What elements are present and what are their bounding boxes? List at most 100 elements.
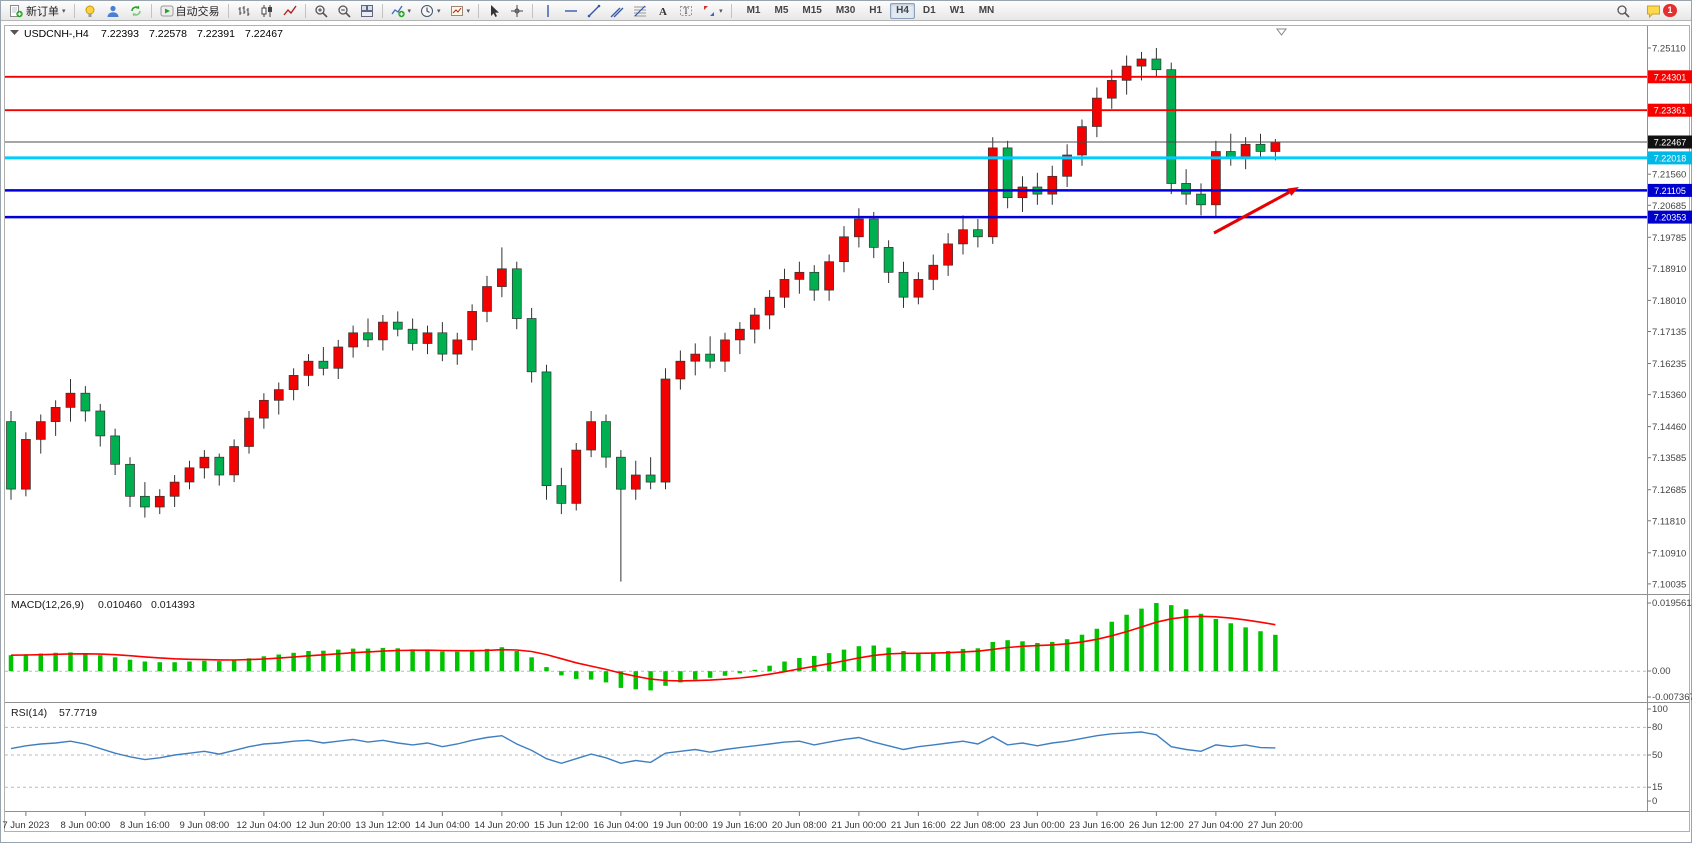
time-axis-label: 8 Jun 16:00 <box>120 820 170 831</box>
cursor-button[interactable] <box>483 2 505 20</box>
hline-objects-layer[interactable]: 7.24301 7.23361 7.22467 7.22018 7.21105 7.203… <box>5 70 1692 224</box>
community-icon <box>129 4 143 18</box>
price-axis[interactable]: 7.25110 7.21560 7.20685 7.19785 7.18910 7.180… <box>1647 44 1686 591</box>
periods-icon <box>420 4 434 18</box>
zoom-out-button[interactable] <box>333 2 355 20</box>
candle-body <box>586 421 596 451</box>
horizontal-line-button[interactable] <box>560 2 582 20</box>
line-chart-icon <box>282 4 297 18</box>
zoom-in-button[interactable] <box>310 2 332 20</box>
candles-layer[interactable] <box>6 48 1281 582</box>
annotation-arrow-head <box>1287 187 1299 196</box>
notifications-button[interactable]: 1 <box>1642 2 1681 20</box>
candle-body <box>110 435 120 465</box>
notification-badge: 1 <box>1663 4 1677 17</box>
chart-collapse-icon[interactable] <box>10 30 19 35</box>
bar-chart-button[interactable] <box>233 2 255 20</box>
timeframe-mn-button[interactable]: MN <box>973 3 1001 19</box>
periods-button[interactable]: ▾ <box>416 2 445 20</box>
auto-trading-button[interactable]: 自动交易 <box>156 2 224 20</box>
price-tag-label: 7.21105 <box>1654 186 1686 196</box>
candle-body <box>1077 126 1087 156</box>
candle-body <box>259 399 269 419</box>
time-axis-label: 15 Jun 12:00 <box>534 820 589 831</box>
price-tag <box>1648 151 1692 165</box>
crosshair-button[interactable] <box>506 2 528 20</box>
candle-body <box>437 332 448 355</box>
profile-button[interactable] <box>102 2 124 20</box>
rsi-label: RSI(14) <box>11 707 47 719</box>
templates-button[interactable]: ▾ <box>446 2 475 20</box>
indicators-button[interactable]: ▾ <box>387 2 416 20</box>
community-button[interactable] <box>125 2 147 20</box>
arrows-icon <box>702 4 716 18</box>
chart-window[interactable]: 7.24301 7.23361 7.22467 7.22018 7.21105 7.203… <box>1 21 1692 843</box>
candle-body <box>378 321 388 341</box>
candle-chart-icon <box>260 4 274 18</box>
candlestick-chart-button[interactable] <box>256 2 278 20</box>
candle-body <box>526 318 537 373</box>
candle-body <box>1166 69 1177 184</box>
chat-icon <box>1646 4 1661 18</box>
dropdown-caret-icon: ▾ <box>719 7 723 15</box>
candle-body <box>348 332 358 348</box>
vertical-line-button[interactable] <box>537 2 559 20</box>
search-button[interactable] <box>1612 2 1634 20</box>
rsi-pane[interactable] <box>5 726 1647 788</box>
time-axis-label: 16 Jun 04:00 <box>593 820 648 831</box>
chart-shift-marker[interactable] <box>1276 28 1287 36</box>
candle-body <box>1270 141 1281 152</box>
candle-body <box>1017 186 1028 199</box>
time-axis[interactable]: 7 Jun 2023 8 Jun 00:00 8 Jun 16:00 9 Jun 08… <box>2 812 1303 831</box>
timeframe-m30-button[interactable]: M30 <box>830 3 861 19</box>
timeframe-m1-button[interactable]: M1 <box>741 3 767 19</box>
trendline-button[interactable] <box>583 2 605 20</box>
candle-body <box>154 495 165 508</box>
timeframe-m5-button[interactable]: M5 <box>768 3 794 19</box>
new-order-button[interactable]: 新订单 ▾ <box>5 2 70 20</box>
equidistant-channel-button[interactable] <box>606 2 628 20</box>
candle-body <box>1255 143 1266 152</box>
timeframe-m15-button[interactable]: M15 <box>796 3 827 19</box>
arrows-button[interactable]: ▾ <box>698 2 727 20</box>
fibonacci-button[interactable] <box>629 2 651 20</box>
tile-windows-button[interactable] <box>356 2 378 20</box>
timeframe-toolbar: M1 M5 M15 M30 H1 H4 D1 W1 MN <box>740 2 1002 19</box>
dropdown-caret-icon: ▾ <box>62 7 66 15</box>
candle-body <box>467 311 477 341</box>
price-axis-label: 7.13585 <box>1652 453 1686 464</box>
annotation-layer[interactable] <box>1213 187 1299 235</box>
toolbar-right: 1 <box>1612 2 1687 20</box>
toolbar-separator <box>73 3 75 18</box>
candle-body <box>854 218 864 238</box>
candle-body <box>333 346 344 369</box>
candle-body <box>288 375 299 390</box>
macd-pane[interactable] <box>5 603 1647 691</box>
candle-body <box>6 421 16 490</box>
time-axis-label: 8 Jun 00:00 <box>61 820 111 831</box>
candle-body <box>392 321 403 330</box>
price-axis-label: 7.12685 <box>1652 485 1686 496</box>
timeframe-h1-button[interactable]: H1 <box>863 3 888 19</box>
timeframe-h4-button[interactable]: H4 <box>890 2 915 19</box>
toolbar-separator <box>381 3 383 18</box>
toolbar-separator <box>478 3 480 18</box>
price-axis-label: 7.21560 <box>1652 170 1686 181</box>
annotation-arrow[interactable] <box>1213 190 1291 235</box>
time-axis-label: 23 Jun 00:00 <box>1010 820 1065 831</box>
auto-trading-button-label: 自动交易 <box>175 5 220 18</box>
macd-label: MACD(12,26,9) <box>11 599 84 611</box>
timeframe-w1-button[interactable]: W1 <box>944 3 971 19</box>
candle-body <box>824 261 834 291</box>
ideas-button[interactable] <box>79 2 101 20</box>
time-axis-label: 12 Jun 20:00 <box>296 820 351 831</box>
candle-body <box>779 279 790 298</box>
timeframe-d1-button[interactable]: D1 <box>917 3 942 19</box>
text-button[interactable]: A <box>652 2 674 20</box>
toolbar-buttons: 新订单 ▾ 自动交易 ▾ ▾ ▾ A T ▾ <box>5 2 735 20</box>
line-chart-button[interactable] <box>279 2 301 20</box>
candle-body <box>1092 97 1102 127</box>
price-axis-label: 7.10910 <box>1652 548 1686 559</box>
text-label-button[interactable]: T <box>675 2 697 20</box>
